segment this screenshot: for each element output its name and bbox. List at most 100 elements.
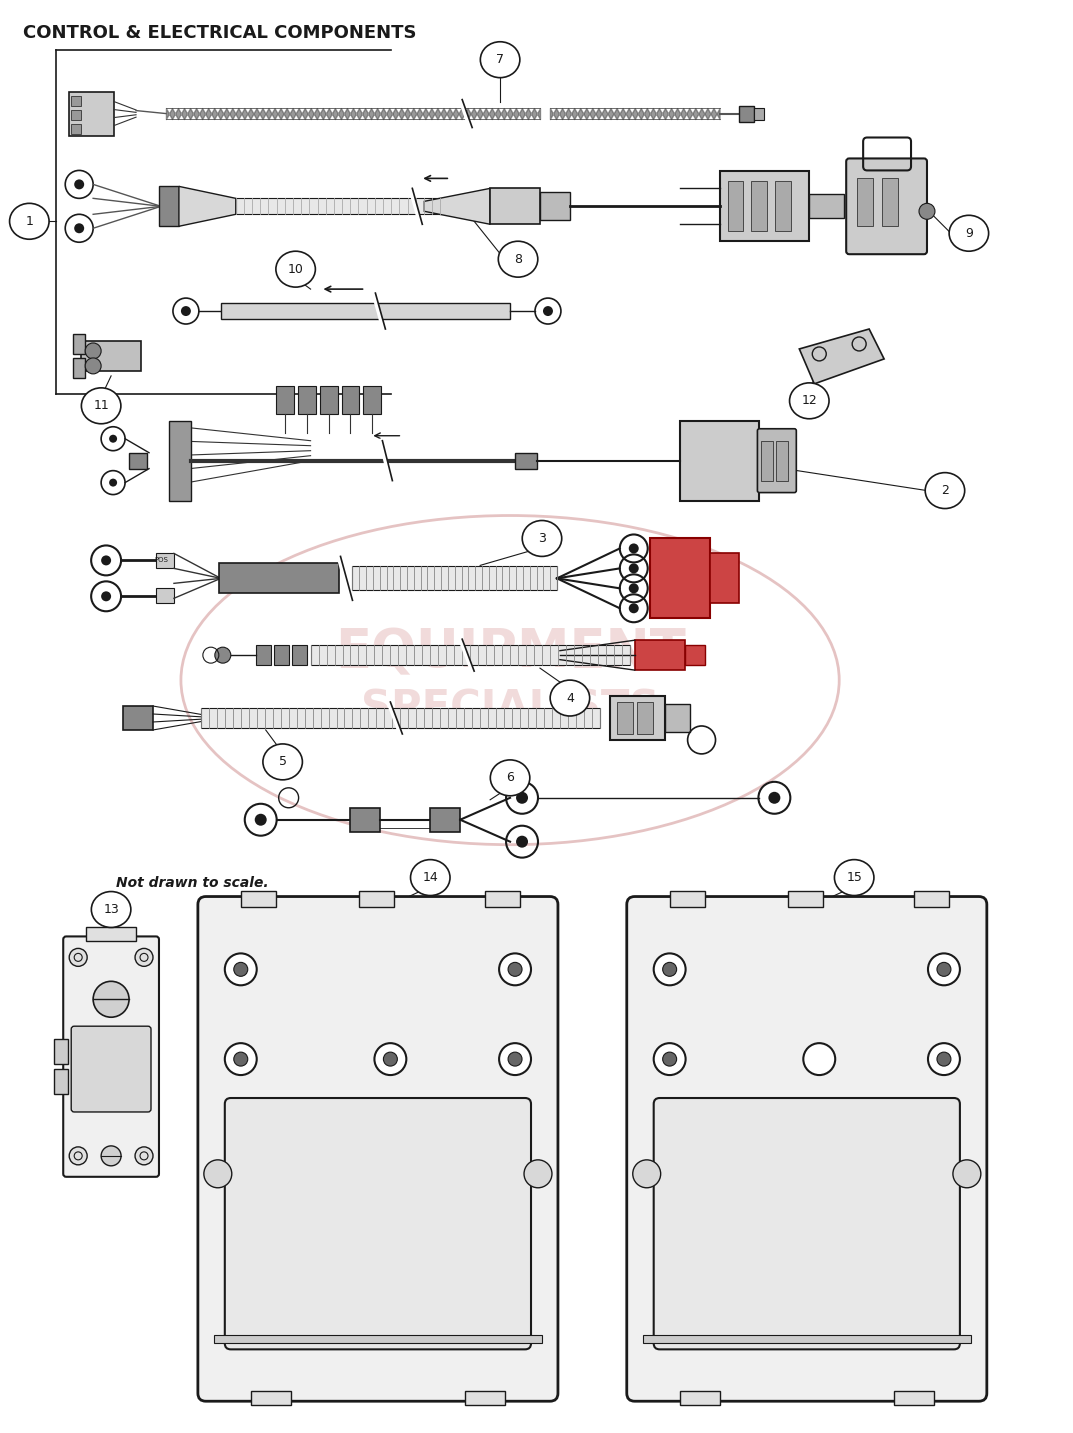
Bar <box>214 1336 542 1343</box>
Bar <box>297 385 315 414</box>
Circle shape <box>509 1052 523 1066</box>
Bar <box>809 195 844 218</box>
Ellipse shape <box>411 860 450 896</box>
Bar <box>709 553 739 603</box>
Circle shape <box>918 203 935 219</box>
Circle shape <box>70 1146 87 1165</box>
Bar <box>679 421 760 500</box>
Text: 10: 10 <box>288 262 304 275</box>
Bar <box>352 566 557 590</box>
Text: 1: 1 <box>26 215 33 228</box>
Bar <box>341 385 359 414</box>
Bar <box>739 106 754 122</box>
Bar <box>789 890 823 907</box>
Bar <box>251 1391 291 1406</box>
Ellipse shape <box>950 215 988 251</box>
Bar <box>515 453 536 469</box>
Circle shape <box>937 963 951 976</box>
Polygon shape <box>799 330 884 384</box>
FancyBboxPatch shape <box>627 897 987 1401</box>
Circle shape <box>135 1146 153 1165</box>
Circle shape <box>629 603 638 613</box>
Bar <box>636 702 652 734</box>
Circle shape <box>70 949 87 966</box>
Circle shape <box>928 953 960 986</box>
Circle shape <box>928 1043 960 1075</box>
Circle shape <box>629 543 638 553</box>
Bar <box>617 702 633 734</box>
Bar <box>236 198 440 215</box>
Bar <box>609 696 664 739</box>
Circle shape <box>629 563 638 573</box>
Bar <box>351 808 381 831</box>
Circle shape <box>135 949 153 966</box>
Circle shape <box>804 1043 835 1075</box>
Text: CONTROL & ELECTRICAL COMPONENTS: CONTROL & ELECTRICAL COMPONENTS <box>24 24 416 42</box>
Bar <box>274 645 289 665</box>
Bar <box>679 1391 720 1406</box>
Text: A: A <box>771 1228 787 1248</box>
Circle shape <box>509 963 523 976</box>
Bar <box>276 385 294 414</box>
FancyBboxPatch shape <box>225 1098 531 1350</box>
Circle shape <box>629 583 638 593</box>
Bar <box>86 927 136 941</box>
Text: 7: 7 <box>496 53 504 66</box>
Ellipse shape <box>835 860 873 896</box>
Circle shape <box>653 953 686 986</box>
Circle shape <box>663 963 677 976</box>
FancyBboxPatch shape <box>653 1098 960 1350</box>
Circle shape <box>383 1052 397 1066</box>
Text: 5: 5 <box>279 755 286 768</box>
Circle shape <box>516 792 528 804</box>
Bar <box>857 178 873 226</box>
Circle shape <box>524 1159 552 1188</box>
Bar <box>320 385 338 414</box>
Text: POS: POS <box>155 557 167 563</box>
Ellipse shape <box>10 203 49 239</box>
Polygon shape <box>424 188 490 225</box>
Text: P—FEED—N: P—FEED—N <box>692 1055 751 1065</box>
Circle shape <box>215 648 231 663</box>
FancyBboxPatch shape <box>197 897 558 1401</box>
Ellipse shape <box>91 891 131 927</box>
Ellipse shape <box>82 388 121 424</box>
Bar <box>540 192 570 221</box>
Bar <box>156 589 174 603</box>
Bar <box>430 808 460 831</box>
Text: GND: GND <box>480 964 505 974</box>
Circle shape <box>254 814 267 825</box>
Circle shape <box>204 1159 232 1188</box>
Circle shape <box>85 342 101 358</box>
Text: 8: 8 <box>514 252 523 265</box>
Ellipse shape <box>276 251 315 287</box>
Text: 4: 4 <box>565 692 574 705</box>
Text: 9: 9 <box>965 226 973 239</box>
Circle shape <box>633 1159 661 1188</box>
Text: 3: 3 <box>538 532 546 545</box>
Circle shape <box>234 963 248 976</box>
FancyBboxPatch shape <box>63 936 159 1176</box>
Ellipse shape <box>481 42 519 77</box>
Bar <box>73 334 85 354</box>
Circle shape <box>225 953 256 986</box>
Bar <box>359 890 395 907</box>
Bar <box>670 890 705 907</box>
Bar <box>292 645 307 665</box>
Text: SPECIALISTS: SPECIALISTS <box>361 686 659 729</box>
Circle shape <box>374 1043 407 1075</box>
FancyBboxPatch shape <box>71 1026 151 1112</box>
Bar <box>485 890 520 907</box>
Circle shape <box>93 982 129 1017</box>
Bar <box>71 109 82 119</box>
FancyBboxPatch shape <box>847 159 927 254</box>
Bar <box>490 188 540 225</box>
Bar <box>82 341 141 371</box>
Bar <box>73 358 85 378</box>
Bar <box>55 1069 69 1093</box>
Circle shape <box>516 835 528 848</box>
Bar <box>255 645 270 665</box>
Circle shape <box>74 224 84 234</box>
Text: BAT: BAT <box>692 964 714 974</box>
Circle shape <box>653 1043 686 1075</box>
